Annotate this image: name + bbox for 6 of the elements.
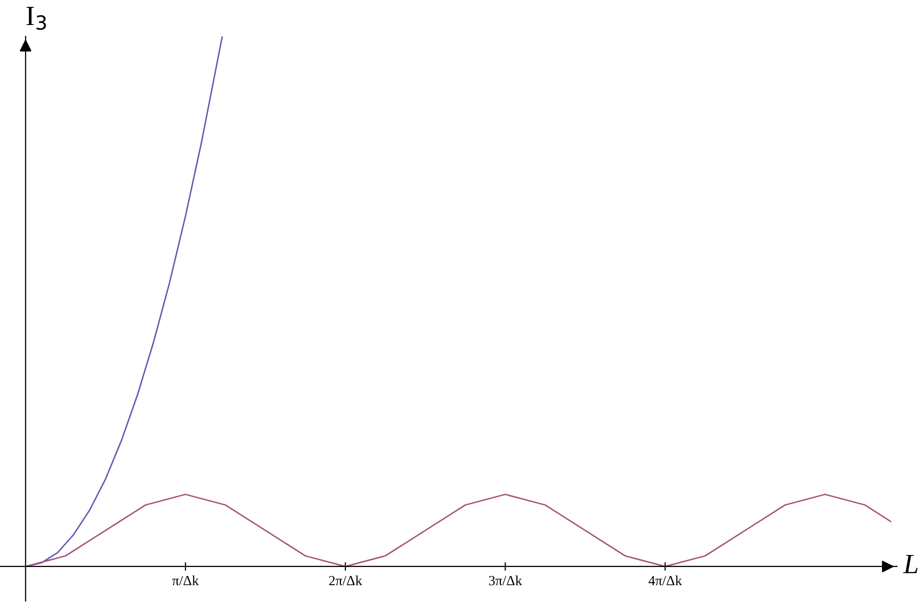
x-tick-label: π/Δk [172,576,199,586]
x-tick-label: 3π/Δk [489,576,522,586]
x-tick-label: 4π/Δk [648,576,682,586]
y-axis-title: I$_{3}$ [26,6,46,30]
x-tick-label: 2π/Δk [329,576,362,586]
x-axis-title: L [903,554,918,574]
